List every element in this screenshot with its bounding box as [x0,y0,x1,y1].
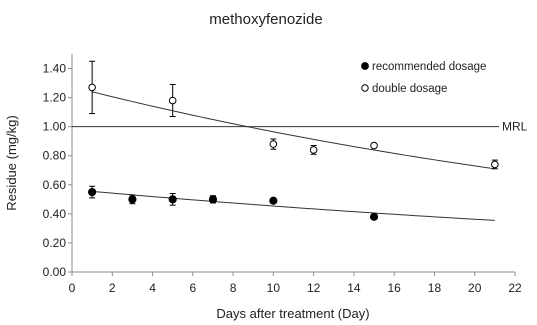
legend-label: recommended dosage [372,61,486,73]
mrl-label: MRL [502,120,528,134]
y-tick-label: 1.00 [43,120,67,134]
data-point [491,160,499,169]
trend-line [92,91,495,170]
data-point [369,212,379,221]
legend-marker [361,62,369,70]
axes: 0.00 0.20 0.40 0.60 0.80 1.00 1.20 1.40 0 2 4 6 8 10 1… [43,54,522,295]
legend-label: double dosage [372,83,447,95]
x-axis-label: Days after treatment (Day) [216,306,369,321]
y-tick-label: 1.40 [43,62,67,76]
y-tick-label: 0.80 [43,149,67,163]
legend-marker [361,84,369,92]
x-tick-label: 6 [189,281,196,295]
y-tick-label: 0.00 [43,265,67,279]
x-tick-label: 2 [109,281,116,295]
series-recommended-dosage [88,185,495,221]
y-tick-label: 0.40 [43,207,67,221]
data-point [168,195,177,204]
x-tick-label: 12 [307,281,321,295]
data-point [128,195,137,204]
trend-line [92,190,495,221]
data-marks: MRL [72,60,528,221]
x-tick-label: 4 [149,281,156,295]
x-tick-label: 22 [508,281,522,295]
series-double-dosage [88,60,499,170]
data-point [309,146,318,154]
y-axis-label: Residue (mg/kg) [4,115,19,210]
x-tick-label: 20 [468,281,482,295]
x-tick-label: 16 [388,281,402,295]
data-point [370,141,378,150]
data-point [269,140,278,148]
x-tick-label: 0 [69,281,76,295]
x-tick-label: 18 [428,281,442,295]
data-point [168,96,177,105]
legend: recommended dosage double dosage [361,61,486,95]
y-tick-label: 0.20 [43,236,67,250]
x-tick-label: 10 [267,281,281,295]
data-point [269,196,278,205]
data-point [88,83,96,92]
data-point [88,187,97,197]
data-point [208,195,218,204]
x-tick-label: 8 [230,281,237,295]
y-tick-label: 1.20 [43,91,67,105]
chart-title: methoxyfenozide [209,11,322,28]
y-tick-label: 0.60 [43,178,67,192]
x-tick-label: 14 [347,281,361,295]
